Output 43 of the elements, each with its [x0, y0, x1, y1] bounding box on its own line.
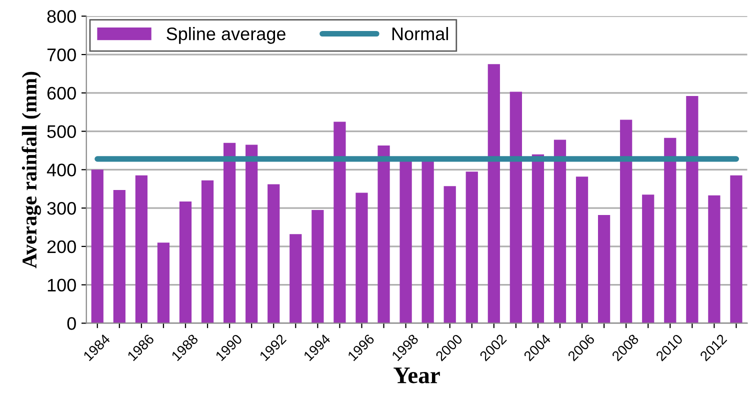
bar	[179, 202, 192, 324]
y-axis-title: Average rainfall (mm)	[22, 72, 41, 268]
bar	[488, 64, 500, 324]
y-tick-label: 300	[47, 202, 76, 215]
bar	[201, 180, 214, 324]
bar	[224, 142, 236, 324]
bar	[510, 92, 522, 324]
bar	[422, 160, 434, 324]
bar	[554, 140, 566, 324]
y-tick-label: 600	[47, 86, 76, 100]
y-tick-label: 100	[48, 278, 76, 292]
bar	[91, 170, 104, 324]
bar	[356, 192, 368, 324]
bar	[576, 176, 588, 324]
bar	[290, 234, 302, 324]
legend-label: Spline average	[166, 26, 286, 44]
bar	[620, 120, 632, 324]
bar	[532, 154, 544, 324]
y-tick-label: 800	[47, 10, 76, 23]
bar	[686, 96, 698, 324]
legend-label: Normal	[392, 26, 448, 40]
y-tick-label: 0	[67, 317, 76, 330]
bar	[334, 122, 346, 324]
bar	[664, 138, 676, 324]
y-tick-label: 200	[47, 240, 76, 254]
y-tick-label: 700	[47, 48, 76, 62]
bar	[113, 190, 126, 324]
bar	[268, 184, 280, 324]
bar	[312, 210, 324, 324]
bar	[598, 214, 610, 324]
bar	[246, 144, 258, 324]
y-tick-label: 500	[47, 125, 76, 138]
bar	[730, 175, 742, 324]
bar	[400, 160, 412, 324]
bar	[444, 186, 456, 324]
bar	[466, 172, 478, 324]
x-axis-title: Year	[394, 368, 440, 384]
bar	[135, 175, 148, 324]
bar	[708, 195, 720, 324]
bar	[378, 146, 390, 324]
bar	[157, 242, 170, 324]
y-tick-label: 400	[46, 164, 76, 176]
bar	[642, 194, 654, 324]
